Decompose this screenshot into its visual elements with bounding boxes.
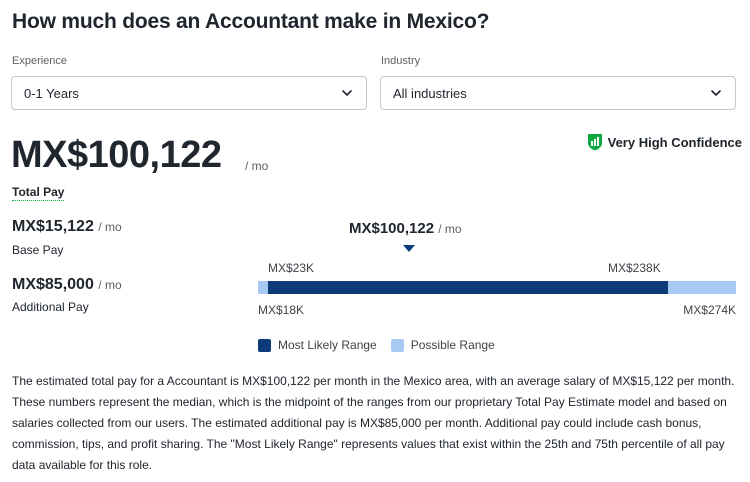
likely-range-bar	[268, 281, 668, 294]
possible-range-low: MX$18K	[258, 303, 305, 317]
base-pay-label: Base Pay	[12, 243, 64, 257]
base-pay-period: / mo	[98, 220, 122, 234]
legend-possible-label: Possible Range	[410, 338, 495, 352]
industry-label: Industry	[381, 55, 421, 67]
legend-possible: Possible Range	[390, 338, 495, 352]
additional-pay-amount: MX$85,000 / mo	[12, 276, 122, 294]
range-legend: Most Likely Range Possible Range	[258, 338, 495, 352]
base-pay-value: MX$15,122	[12, 218, 94, 235]
total-pay-amount: MX$100,122	[11, 134, 222, 176]
confidence-label: Very High Confidence	[607, 134, 742, 150]
page-title: How much does an Accountant make in Mexi…	[12, 10, 490, 33]
median-pay-value: MX$100,122	[349, 220, 435, 237]
shield-icon	[587, 134, 602, 151]
median-pay-period: / mo	[438, 222, 462, 236]
legend-likely-label: Most Likely Range	[278, 338, 377, 352]
legend-likely: Most Likely Range	[258, 338, 377, 352]
possible-range-swatch	[390, 338, 404, 352]
additional-pay-period: / mo	[98, 278, 122, 292]
experience-dropdown[interactable]: 0-1 Years	[11, 76, 367, 110]
additional-pay-label: Additional Pay	[12, 300, 89, 314]
base-pay-amount: MX$15,122 / mo	[12, 218, 122, 236]
total-pay-label[interactable]: Total Pay	[12, 185, 65, 201]
chevron-down-icon	[342, 90, 352, 96]
industry-dropdown[interactable]: All industries	[380, 76, 736, 110]
salary-description: The estimated total pay for a Accountant…	[12, 374, 735, 472]
additional-pay-value: MX$85,000	[12, 276, 94, 293]
total-pay-period: / mo	[245, 159, 269, 173]
chevron-down-icon	[711, 90, 721, 96]
possible-range-high: MX$274K	[683, 303, 736, 317]
likely-range-swatch	[258, 338, 271, 352]
median-pay-label: MX$100,122 / mo	[349, 220, 462, 237]
confidence-badge[interactable]: Very High Confidence	[587, 133, 742, 151]
experience-value: 0-1 Years	[24, 85, 79, 101]
likely-range-low: MX$23K	[268, 261, 315, 275]
industry-value: All industries	[393, 85, 467, 101]
experience-label: Experience	[12, 55, 68, 67]
likely-range-high: MX$238K	[608, 261, 661, 275]
median-marker	[403, 245, 415, 252]
